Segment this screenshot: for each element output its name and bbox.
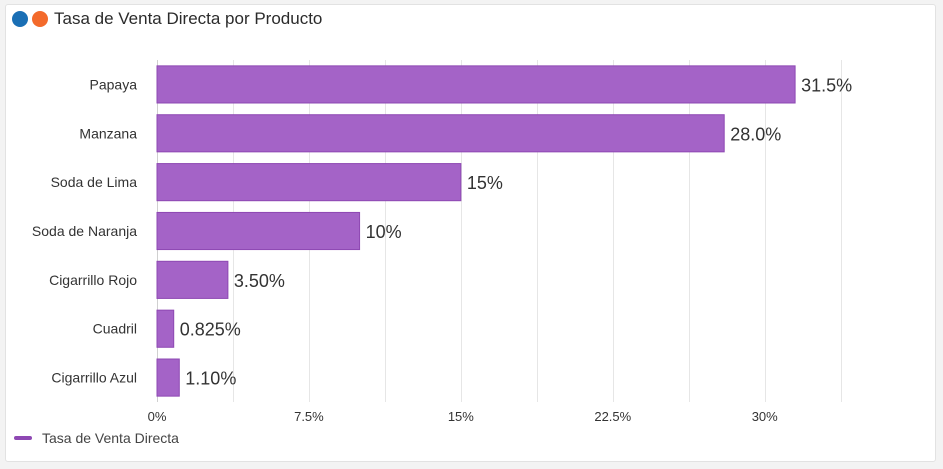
data-label: 0.825% xyxy=(180,320,241,340)
bar[interactable] xyxy=(156,358,180,397)
data-label: 10% xyxy=(366,222,402,242)
x-tick-label: 30% xyxy=(752,409,778,424)
legend-swatch-icon xyxy=(14,436,32,440)
y-tick-label: Cigarrillo Azul xyxy=(51,370,137,386)
data-label: 3.50% xyxy=(234,271,285,291)
legend-label: Tasa de Venta Directa xyxy=(42,430,179,446)
data-label: 28.0% xyxy=(730,124,781,144)
bar[interactable] xyxy=(156,211,361,251)
chart-title: Tasa de Venta Directa por Producto xyxy=(54,9,323,28)
bar[interactable] xyxy=(156,163,462,202)
y-tick-label: Manzana xyxy=(79,125,137,141)
bar[interactable] xyxy=(156,65,796,104)
data-label: 1.10% xyxy=(185,369,236,389)
chart-legend[interactable]: Tasa de Venta Directa xyxy=(14,430,179,446)
bar[interactable] xyxy=(156,260,229,299)
orange-dot-icon xyxy=(32,11,48,27)
data-label: 15% xyxy=(467,173,503,193)
y-tick-label: Cuadril xyxy=(93,321,137,337)
bar[interactable] xyxy=(156,114,725,153)
y-tick-label: Cigarrillo Rojo xyxy=(49,272,137,288)
bar[interactable] xyxy=(156,309,175,348)
data-label: 31.5% xyxy=(801,75,852,95)
chart-header: Tasa de Venta Directa por Producto xyxy=(12,9,322,29)
y-tick-label: Soda de Naranja xyxy=(32,223,137,239)
y-tick-label: Soda de Lima xyxy=(51,174,138,190)
x-tick-label: 0% xyxy=(148,409,167,424)
y-tick-label: Papaya xyxy=(90,76,138,92)
x-tick-label: 22.5% xyxy=(594,409,631,424)
x-tick-label: 15% xyxy=(448,409,474,424)
x-tick-label: 7.5% xyxy=(294,409,324,424)
blue-dot-icon xyxy=(12,11,28,27)
